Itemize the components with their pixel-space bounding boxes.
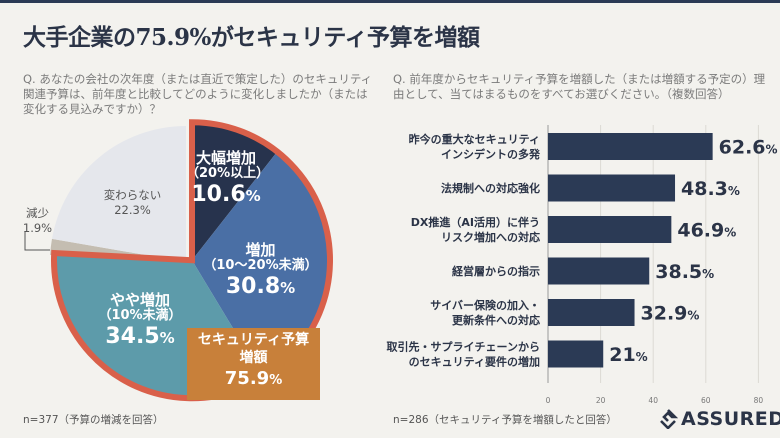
left-sample-note: n=377（予算の増減を回答）	[23, 414, 164, 426]
bar-category-label: サイバー保険の加入・	[430, 298, 540, 312]
pie-slice-1	[192, 153, 329, 377]
x-tick-label: 0	[546, 396, 551, 405]
bar-0	[548, 133, 713, 160]
bar-1	[548, 174, 676, 202]
pie-slice-4	[51, 126, 187, 262]
bar-5	[548, 340, 604, 368]
decrease-leader-line	[24, 232, 50, 251]
bar-value-label: 38.5%	[655, 261, 714, 283]
bar-4	[548, 299, 635, 326]
assured-logo: ASSURED	[658, 408, 780, 430]
x-tick-label: 60	[701, 396, 711, 405]
top-accent-bar	[0, 0, 780, 3]
bar-category-label: 昨今の重大なセキュリティ	[409, 132, 540, 146]
pie-slice-0	[192, 124, 276, 261]
bar-2	[548, 216, 672, 243]
right-question: Q. 前年度からセキュリティ予算を増額した（または増額する予定の）理由として、当…	[393, 72, 766, 101]
bar-category-label: インシデントの多発	[441, 147, 541, 161]
x-tick-label: 80	[754, 396, 764, 405]
bar-category-label: DX推進（AI活用）に伴う	[411, 215, 540, 229]
bar-value-label: 48.3%	[681, 178, 740, 200]
x-tick-label: 20	[596, 396, 606, 405]
bar-value-label: 62.6%	[719, 137, 778, 159]
bar-category-label: 取引先・サプライチェーンから	[387, 340, 540, 354]
bar-3	[548, 257, 650, 285]
page-title: 大手企業の75.9%がセキュリティ予算を増額	[23, 24, 480, 51]
bar-category-label: リスク増加への対応	[441, 230, 540, 244]
bar-value-label: 46.9%	[677, 220, 736, 242]
bar-value-label: 32.9%	[641, 303, 700, 325]
logo-mark-icon	[660, 409, 678, 429]
left-question: Q. あなたの会社の次年度（または直近で策定した）のセキュリティ関連予算は、前年…	[23, 72, 373, 116]
pie-label-increase: 増加 （10〜20%未満） 30.8%	[203, 241, 318, 300]
bar-category-label: 更新条件への対応	[452, 313, 540, 327]
bar-category-label: のセキュリティ要件の増加	[409, 355, 540, 369]
pie-label-unchanged: 変わらない 22.3%	[103, 188, 162, 217]
right-sample-note: n=286（セキュリティ予算を増額したと回答）	[393, 414, 617, 426]
pie-label-decrease: 減少 1.9%	[22, 206, 53, 235]
bar-category-label: 法規制への対応強化	[441, 181, 540, 195]
bar-category-label: 経営層からの指示	[452, 264, 540, 278]
increase-total-callout: セキュリティ予算 増額 75.9%	[187, 328, 320, 400]
x-tick-label: 40	[648, 396, 658, 405]
pie-label-large-increase: 大幅増加 （20%以上） 10.6%	[186, 149, 270, 208]
bar-value-label: 21%	[609, 344, 647, 366]
pie-label-slight-increase: やや増加 （10%未満） 34.5%	[98, 291, 182, 350]
